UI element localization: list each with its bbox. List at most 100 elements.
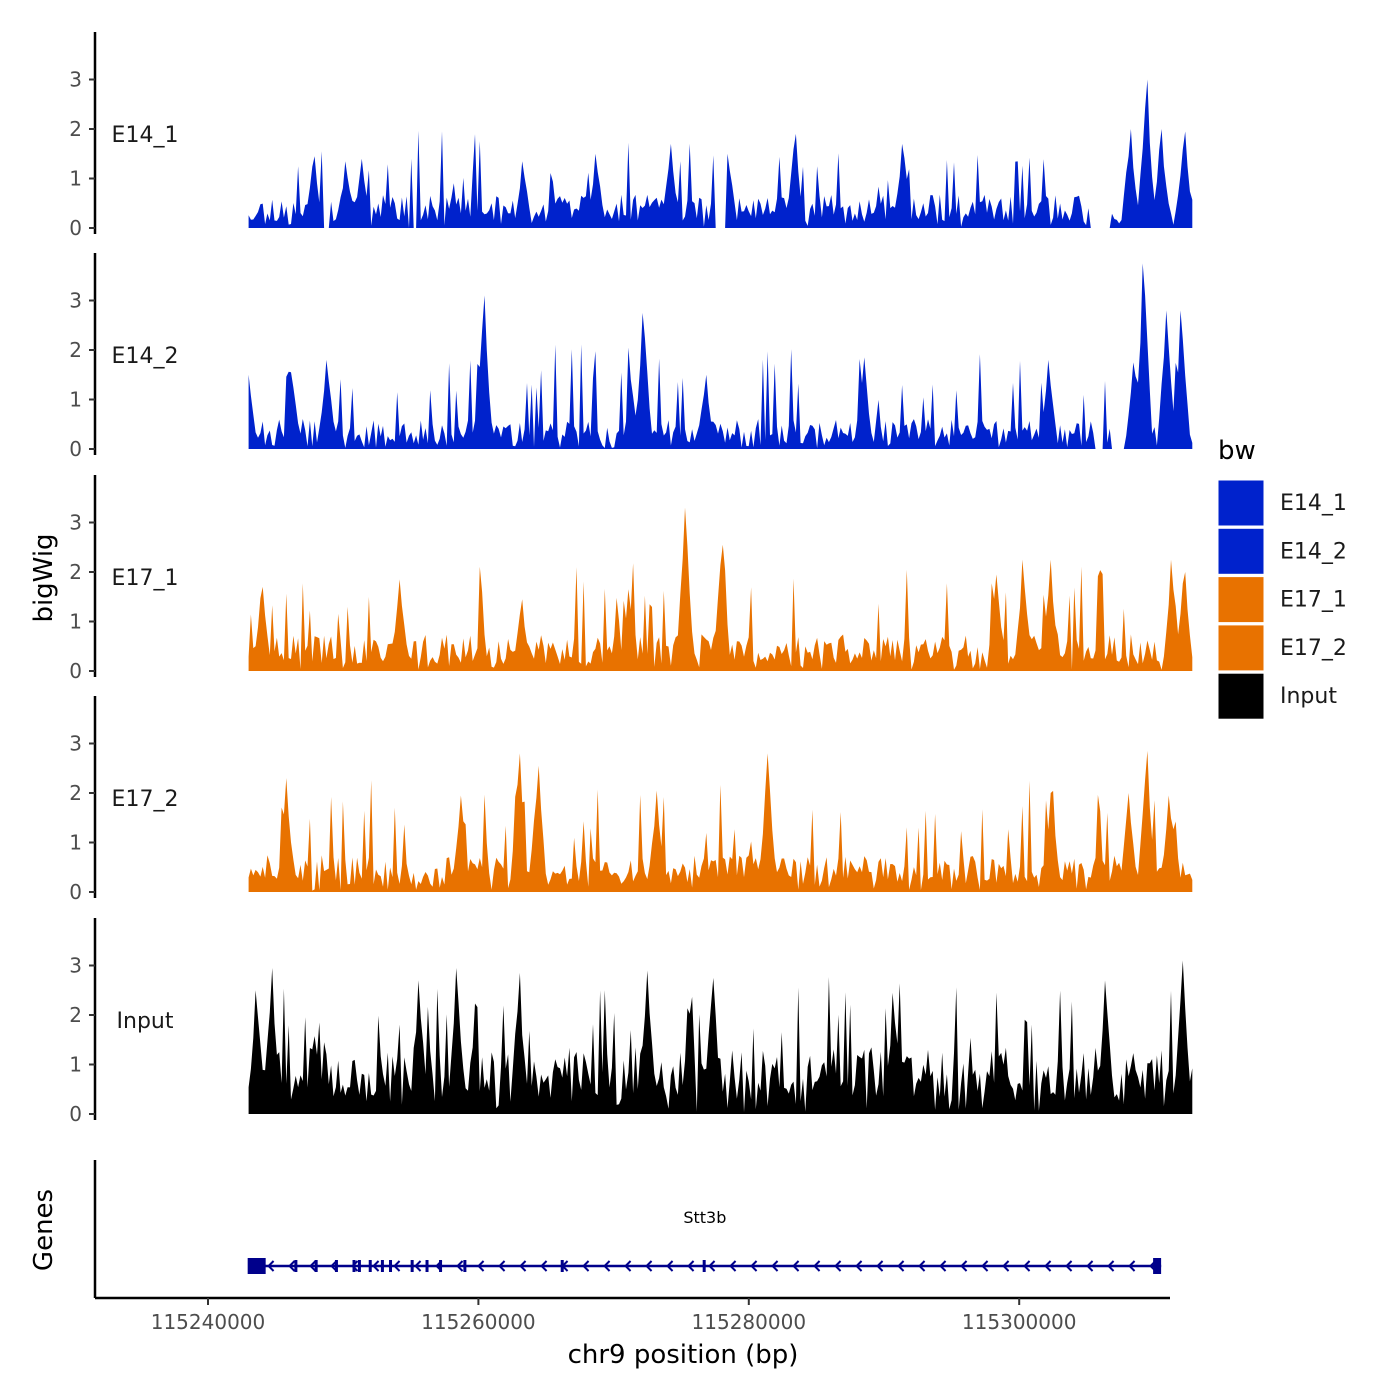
y-tick-label: 3: [69, 732, 82, 756]
strand-arrow: [309, 1260, 317, 1272]
y-axis-title: bigWig: [29, 533, 59, 622]
exon-14: [560, 1260, 564, 1272]
exon-10: [410, 1260, 414, 1272]
genes-track: Genes Stt3b: [29, 1160, 1162, 1298]
strand-arrow: [330, 1260, 338, 1272]
strand-arrow: [477, 1260, 485, 1272]
signal-area-E14_2: [248, 263, 1193, 449]
signal-area-E17_2: [248, 750, 1193, 892]
y-tick-label: 3: [69, 68, 82, 92]
exon-15: [702, 1260, 706, 1272]
strand-arrow: [393, 1260, 401, 1272]
y-tick-label: 1: [69, 388, 82, 412]
strand-arrow: [708, 1260, 716, 1272]
y-tick-label: 1: [69, 610, 82, 634]
y-tick-label: 2: [69, 117, 82, 141]
strand-arrow: [750, 1260, 758, 1272]
exon-13: [463, 1260, 467, 1272]
exon-1: [247, 1258, 266, 1274]
x-axis-title: chr9 position (bp): [568, 1340, 799, 1370]
exon-9: [389, 1260, 393, 1272]
x-tick-label: 115280000: [692, 1310, 807, 1334]
strand-arrow: [624, 1260, 632, 1272]
legend-label-E17_2: E17_2: [1280, 636, 1347, 661]
y-tick-label: 2: [69, 560, 82, 584]
y-tick-label: 1: [69, 1053, 82, 1077]
exon-11: [425, 1260, 429, 1272]
strand-arrow: [1023, 1260, 1031, 1272]
x-tick-label: 115260000: [421, 1310, 536, 1334]
exon-12: [439, 1260, 443, 1272]
strand-arrow: [1128, 1260, 1136, 1272]
strand-arrow: [897, 1260, 905, 1272]
strand-arrow: [498, 1260, 506, 1272]
legend: bw E14_1 E14_2 E17_1 E17_2 Input: [1217, 436, 1347, 720]
exon-7: [368, 1260, 372, 1272]
exon-4: [334, 1260, 338, 1272]
strand-arrow: [1065, 1260, 1073, 1272]
strand-arrow: [771, 1260, 779, 1272]
signal-area-E17_1: [248, 507, 1193, 671]
legend-key-E14_2: [1217, 527, 1265, 575]
exon-8: [380, 1260, 384, 1272]
x-tick-label: 115240000: [151, 1310, 266, 1334]
legend-label-E17_1: E17_1: [1280, 588, 1347, 613]
strand-arrow: [1107, 1260, 1115, 1272]
strand-arrow: [519, 1260, 527, 1272]
legend-key-Input: [1217, 672, 1265, 720]
exon-5: [352, 1260, 356, 1272]
x-axis: chr9 position (bp) 115240000 115260000 115…: [95, 1296, 1170, 1370]
strand-arrow: [855, 1260, 863, 1272]
track-label-Input: Input: [117, 1009, 174, 1034]
strand-arrow: [456, 1260, 464, 1272]
y-tick-label: 3: [69, 511, 82, 535]
track-Input: 0 1 2 3 Input: [69, 918, 1193, 1126]
strand-arrow: [792, 1260, 800, 1272]
track-label-E14_1: E14_1: [112, 123, 179, 148]
strand-arrow: [981, 1260, 989, 1272]
strand-arrow: [918, 1260, 926, 1272]
track-E14_1: 0 1 2 3 E14_1: [69, 32, 1193, 240]
y-tick-label: 0: [69, 216, 82, 240]
y-tick-label: 2: [69, 1003, 82, 1027]
strand-arrow: [1044, 1260, 1052, 1272]
strand-arrow: [729, 1260, 737, 1272]
strand-arrow: [1086, 1260, 1094, 1272]
signal-area-E14_1: [248, 79, 1193, 228]
track-label-E17_1: E17_1: [112, 566, 179, 591]
y-tick-label: 1: [69, 831, 82, 855]
legend-title: bw: [1218, 436, 1256, 466]
signal-tracks: 0 1 2 3 E14_1 0 1 2 3 E14_2 0 1 2 3 E17_1 0 1 2 3 E17_2 0 1 2 3…: [69, 32, 1193, 1126]
track-label-E14_2: E14_2: [112, 344, 179, 369]
legend-label-Input: Input: [1280, 684, 1337, 709]
strand-arrow: [1002, 1260, 1010, 1272]
y-tick-label: 3: [69, 289, 82, 313]
strand-arrow: [666, 1260, 674, 1272]
strand-arrow: [540, 1260, 548, 1272]
genes-track-title: Genes: [29, 1189, 59, 1271]
legend-key-E14_1: [1217, 479, 1265, 527]
track-label-E17_2: E17_2: [112, 787, 179, 812]
legend-key-E17_1: [1217, 576, 1265, 624]
exon-6: [357, 1260, 361, 1272]
legend-label-E14_2: E14_2: [1280, 539, 1347, 564]
legend-key-E17_2: [1217, 624, 1265, 672]
strand-arrow: [813, 1260, 821, 1272]
strand-arrow: [372, 1260, 380, 1272]
signal-area-Input: [248, 960, 1193, 1114]
y-tick-label: 1: [69, 167, 82, 191]
strand-arrow: [288, 1260, 296, 1272]
y-tick-label: 0: [69, 880, 82, 904]
strand-arrow: [834, 1260, 842, 1272]
y-tick-label: 0: [69, 659, 82, 683]
strand-arrow: [645, 1260, 653, 1272]
x-tick-label: 115300000: [962, 1310, 1077, 1334]
y-tick-label: 2: [69, 338, 82, 362]
strand-arrow: [960, 1260, 968, 1272]
y-tick-label: 0: [69, 1102, 82, 1126]
exon-16: [1153, 1258, 1162, 1274]
exon-3: [314, 1260, 318, 1272]
gene-label: Stt3b: [683, 1208, 726, 1227]
exon-2: [294, 1260, 298, 1272]
track-E17_2: 0 1 2 3 E17_2: [69, 696, 1193, 904]
